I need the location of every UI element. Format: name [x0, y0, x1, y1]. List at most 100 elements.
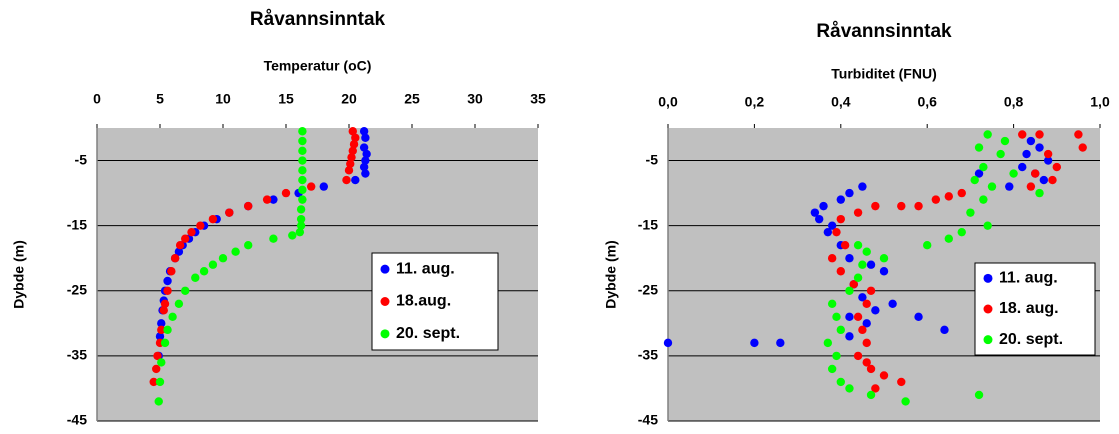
data-point [849, 280, 858, 289]
data-point [347, 153, 356, 162]
data-point [1052, 162, 1062, 172]
data-point [153, 351, 162, 361]
data-point [298, 127, 307, 136]
data-point [160, 338, 170, 348]
data-point [970, 175, 979, 185]
x-tick-label: 0,0 [658, 94, 678, 110]
data-point [159, 306, 168, 315]
data-point [1039, 175, 1049, 185]
data-point [845, 332, 854, 341]
data-point [298, 185, 307, 195]
data-point [348, 146, 357, 155]
chart-title: Råvannsinntak [250, 9, 386, 30]
data-point [845, 384, 854, 393]
data-point [862, 358, 871, 367]
data-point [858, 260, 867, 269]
x-axis-label: Turbiditet (FNU) [831, 66, 937, 82]
data-point [862, 319, 871, 328]
data-point [957, 188, 966, 198]
legend-marker [983, 304, 993, 314]
data-point [181, 234, 190, 243]
data-point [858, 325, 867, 335]
data-point [897, 201, 906, 211]
data-point [208, 260, 218, 269]
data-point [168, 312, 177, 322]
legend-marker [380, 329, 390, 339]
legend-label: 20. sept. [999, 331, 1063, 348]
y-tick-label: -45 [67, 412, 87, 428]
data-point [307, 182, 316, 191]
data-point [298, 195, 307, 204]
data-point [1078, 143, 1087, 152]
data-point [296, 214, 306, 224]
data-point [832, 312, 841, 322]
legend-marker [983, 335, 993, 345]
data-point [298, 136, 307, 146]
y-axis-label: Dybde (m) [603, 240, 619, 308]
data-point [853, 312, 863, 322]
data-point [344, 166, 354, 175]
data-point [181, 286, 190, 295]
data-point [827, 364, 837, 374]
y-tick-label: -35 [67, 347, 87, 363]
x-tick-label: 20 [341, 91, 357, 107]
data-point [836, 377, 845, 387]
data-point [871, 306, 880, 315]
data-point [361, 156, 370, 165]
data-point [269, 234, 278, 243]
data-point [152, 364, 161, 374]
legend-marker [983, 273, 993, 283]
data-point [167, 267, 176, 276]
data-point [871, 384, 880, 393]
data-point [862, 247, 871, 256]
data-point [174, 247, 184, 256]
data-point [187, 227, 196, 237]
data-point [244, 201, 253, 211]
x-tick-label: 0 [93, 91, 101, 107]
data-point [351, 133, 360, 142]
legend-box [974, 262, 1096, 356]
x-tick-label: 30 [467, 91, 483, 107]
data-point [888, 299, 897, 308]
data-point [879, 254, 889, 263]
data-point [359, 127, 369, 136]
data-point [231, 247, 240, 256]
data-point [288, 231, 297, 240]
data-point [957, 227, 966, 237]
data-point [1009, 169, 1018, 178]
data-point [853, 273, 863, 282]
data-point [776, 338, 785, 348]
data-point [342, 175, 351, 185]
data-point [836, 214, 845, 224]
data-point [296, 221, 306, 230]
data-point [866, 390, 876, 400]
data-point [979, 195, 988, 204]
data-point [853, 241, 863, 250]
data-point [170, 254, 180, 263]
x-tick-label: 35 [530, 91, 546, 107]
data-point [1035, 188, 1044, 198]
data-point [879, 371, 889, 380]
data-point [983, 221, 992, 230]
data-point [175, 241, 185, 250]
data-point [819, 201, 828, 211]
legend-label: 20. sept. [396, 325, 460, 342]
data-point [979, 162, 988, 172]
data-point [298, 146, 307, 155]
data-point [897, 377, 906, 387]
legend-label: 11. aug. [999, 270, 1058, 287]
data-point [974, 390, 984, 400]
data-point [996, 149, 1005, 159]
data-point [174, 299, 184, 308]
data-point [281, 188, 291, 198]
data-point [163, 286, 172, 295]
data-point [862, 299, 871, 308]
data-point [191, 273, 200, 282]
data-point [845, 312, 854, 322]
data-point [931, 195, 941, 204]
data-point [832, 227, 841, 237]
data-point [866, 364, 876, 374]
data-point [853, 351, 863, 361]
data-point [1005, 182, 1014, 191]
